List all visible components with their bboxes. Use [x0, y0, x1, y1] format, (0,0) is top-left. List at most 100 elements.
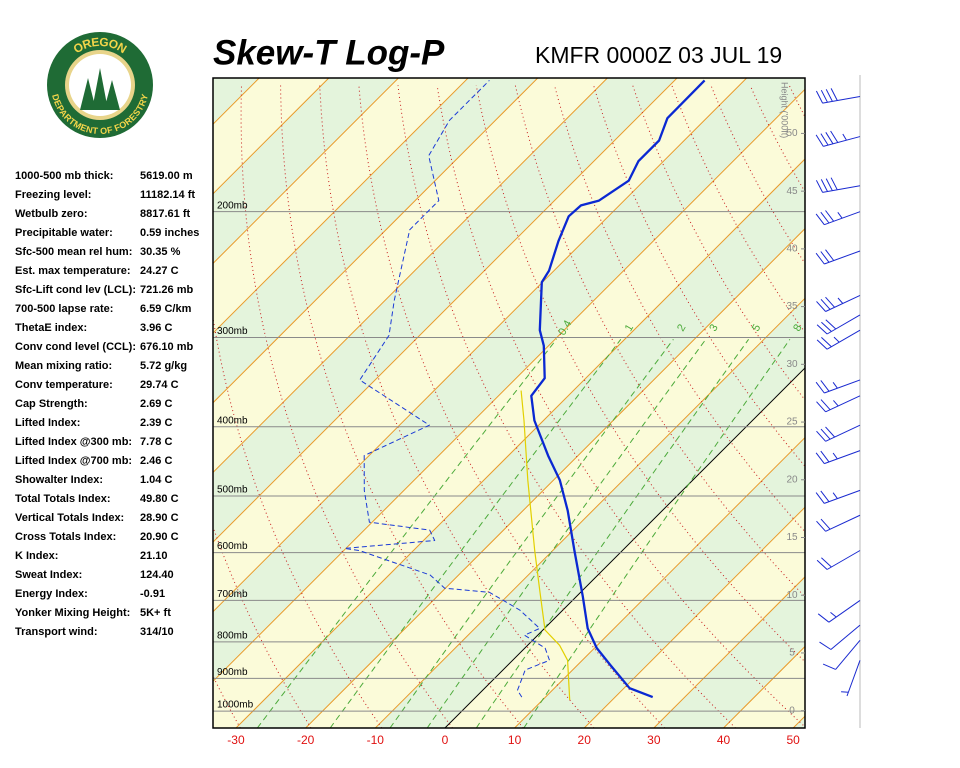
stat-value: 2.46 C: [140, 455, 172, 467]
y2-tick-label: 25: [786, 417, 798, 428]
stat-label: Cross Totals Index:: [15, 531, 116, 543]
stat-label: Sfc-500 mean rel hum:: [15, 246, 132, 258]
logo-trees: [80, 68, 120, 110]
grid-line: [305, 227, 805, 728]
grid-line: [514, 436, 805, 728]
stat-label: Showalter Index:: [15, 474, 103, 486]
stat-value: 29.74 C: [140, 379, 179, 391]
y-tick-label: 500mb: [217, 485, 248, 496]
mixing-ratio-label: 3: [707, 322, 720, 333]
isotherm: [863, 78, 960, 728]
wind-barb: [816, 295, 861, 312]
mixing-ratio-line: [475, 339, 750, 728]
stat-label: 700-500 lapse rate:: [15, 303, 113, 315]
stat-label: Lifted Index:: [15, 417, 80, 429]
x-tick-label: 20: [578, 733, 592, 747]
profile-line: [344, 80, 550, 698]
stat-label: Yonker Mixing Height:: [15, 607, 130, 619]
wind-barb: [816, 395, 861, 413]
y-tick-label: 800mb: [217, 630, 248, 641]
stat-label: 1000-500 mb thick:: [15, 170, 113, 182]
dry-adiabat: [828, 85, 960, 728]
x-tick-label: 30: [647, 733, 661, 747]
grid-line: [583, 506, 805, 728]
y2-tick-label: 15: [786, 532, 798, 543]
y2-tick-label: 5: [789, 648, 795, 659]
stat-value: 8817.61 ft: [140, 208, 190, 220]
stat-value: 721.26 mb: [140, 284, 193, 296]
y2-tick-label: 35: [786, 301, 798, 312]
wind-barb: [815, 249, 861, 265]
stat-label: Sfc-Lift cond lev (LCL):: [15, 284, 136, 296]
y-tick-label: 700mb: [217, 589, 248, 600]
stat-value: 49.80 C: [140, 493, 179, 505]
isotherm: [213, 78, 469, 334]
stat-label: Transport wind:: [15, 626, 98, 638]
isotherm: [213, 78, 608, 474]
axis-labels: 0.4 1 2 3 5 8200mb300mb400mb500mb600mb700mb80…: [217, 82, 861, 747]
y2-tick-label: 50: [786, 128, 798, 139]
stat-label: Cap Strength:: [15, 398, 88, 410]
isotherm: [213, 78, 748, 613]
stat-value: 676.10 mb: [140, 341, 193, 353]
logo-top: OREGON: [71, 35, 129, 56]
wind-barb: [815, 379, 861, 394]
isotherm: [213, 78, 539, 404]
stat-value: 6.59 C/km: [140, 303, 192, 315]
x-tick-label: 10: [508, 733, 522, 747]
y-tick-label: 900mb: [217, 667, 248, 678]
mixing-ratio-label: 8: [791, 322, 804, 333]
grid-line: [444, 367, 805, 728]
stat-value: 30.35 %: [140, 246, 181, 258]
stat-label: Freezing level:: [15, 189, 91, 201]
title: Skew-T Log-P: [213, 33, 445, 72]
mixing-ratio-label: 5: [750, 322, 763, 333]
stat-value: 314/10: [140, 626, 174, 638]
wind-barb: [816, 550, 861, 570]
stat-label: Est. max temperature:: [15, 265, 131, 277]
stat-label: K Index:: [15, 550, 58, 562]
grid-line: [374, 297, 805, 728]
stat-value: -0.91: [140, 588, 165, 600]
stat-value: 2.39 C: [140, 417, 172, 429]
stats-panel: 1000-500 mb thick: 5619.00 m Freezing leve…: [15, 170, 199, 638]
stat-label: Conv temperature:: [15, 379, 113, 391]
wind-barb: [841, 660, 861, 697]
x-tick-label: -30: [227, 733, 245, 747]
stat-label: Wetbulb zero:: [15, 208, 88, 220]
stat-label: Total Totals Index:: [15, 493, 111, 505]
profile-line: [530, 79, 706, 699]
isotherm-band: [213, 78, 805, 682]
y2-tick-label: 30: [786, 359, 798, 370]
stat-label: Vertical Totals Index:: [15, 512, 124, 524]
y-tick-label: 600mb: [217, 541, 248, 552]
stat-label: Mean mixing ratio:: [15, 360, 112, 372]
dry-adiabat: [867, 85, 960, 728]
stat-label: Sweat Index:: [15, 569, 82, 581]
stat-value: 124.40: [140, 569, 174, 581]
y2-tick-label: 0: [789, 705, 795, 716]
stat-value: 2.69 C: [140, 398, 172, 410]
isotherm: [213, 88, 805, 683]
stat-value: 11182.14 ft: [140, 189, 195, 201]
stat-value: 1.04 C: [140, 474, 172, 486]
y-tick-label: 400mb: [217, 415, 248, 426]
x-tick-label: 0: [442, 733, 449, 747]
stat-value: 5619.00 m: [140, 170, 193, 182]
y2-axis-title: Height ('000ft): [780, 82, 790, 138]
profile-line: [520, 390, 571, 701]
mixing-ratio-line: [523, 339, 791, 728]
stat-value: 20.90 C: [140, 531, 179, 543]
mixing-ratio-label: 2: [675, 322, 688, 333]
plot-frame: [212, 77, 806, 729]
mixing-ratio-line: [389, 339, 674, 728]
stat-value: 5K+ ft: [140, 607, 171, 619]
x-tick-label: 40: [717, 733, 731, 747]
y-tick-label: 1000mb: [217, 700, 254, 711]
y2-tick-label: 10: [786, 590, 798, 601]
mixing-ratio-line: [256, 338, 557, 728]
wind-barb: [815, 210, 861, 226]
wind-barb: [819, 624, 861, 650]
